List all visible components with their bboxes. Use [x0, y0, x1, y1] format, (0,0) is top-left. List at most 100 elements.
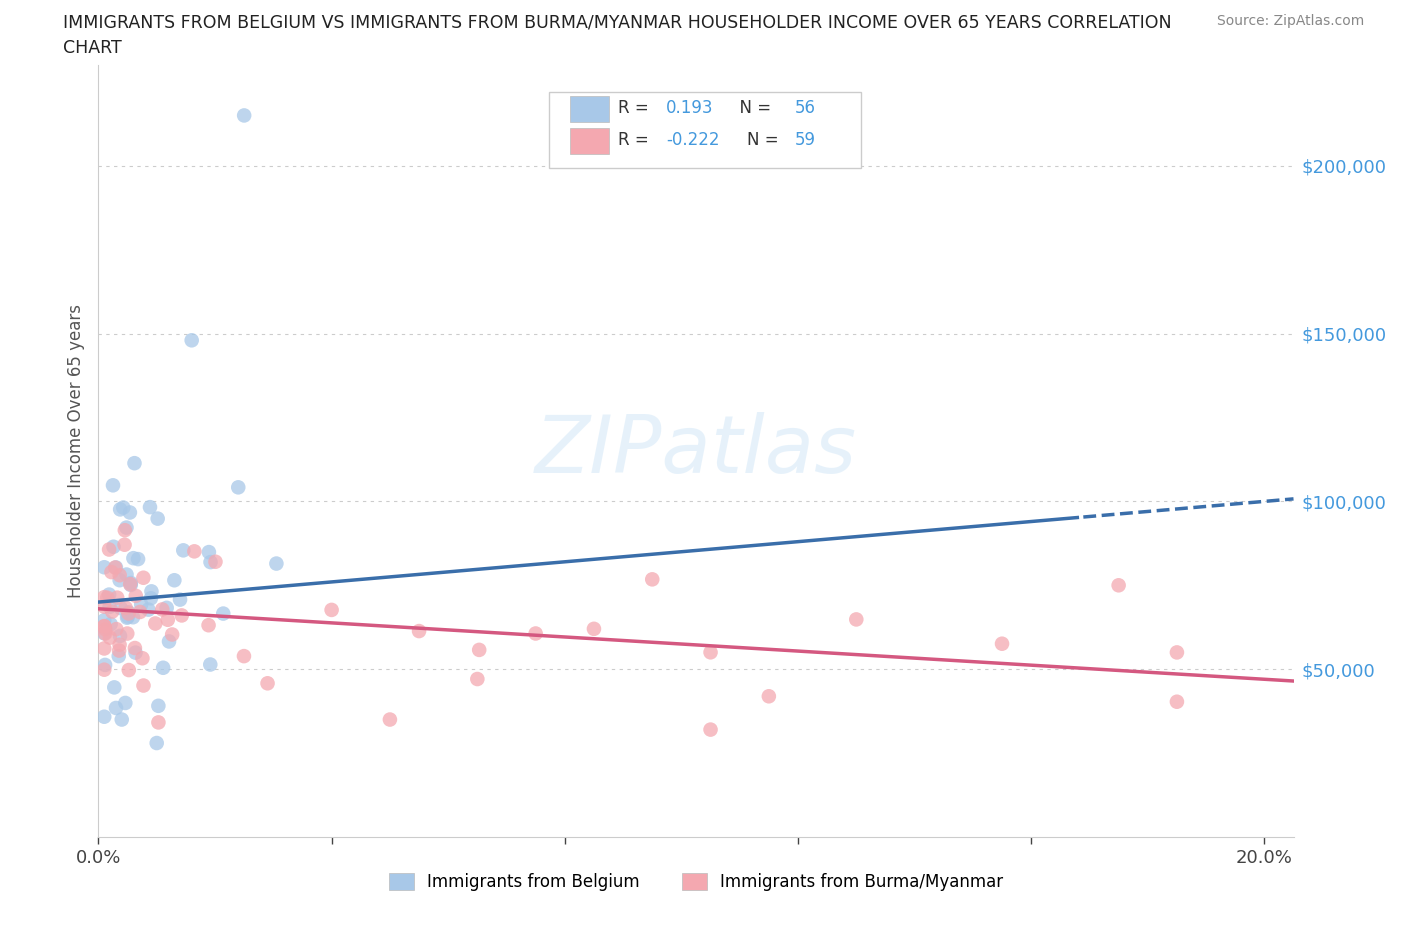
- Point: [104, 560, 127, 575]
- Point: [107, 648, 129, 663]
- Point: [125, 589, 148, 604]
- Text: R =: R =: [619, 131, 654, 149]
- Point: [124, 641, 146, 656]
- Point: [132, 570, 155, 585]
- Point: [122, 610, 145, 625]
- Point: [758, 689, 780, 704]
- FancyBboxPatch shape: [571, 127, 609, 153]
- Text: 0.193: 0.193: [666, 99, 714, 117]
- Point: [845, 612, 868, 627]
- Point: [94, 658, 117, 672]
- Point: [115, 520, 138, 535]
- Point: [139, 499, 162, 514]
- Point: [108, 502, 131, 517]
- Point: [169, 592, 191, 607]
- Point: [98, 542, 121, 557]
- Point: [233, 108, 256, 123]
- Point: [94, 622, 117, 637]
- Point: [117, 606, 139, 621]
- Point: [156, 601, 179, 616]
- Point: [226, 480, 249, 495]
- Text: CHART: CHART: [63, 39, 122, 57]
- Point: [378, 712, 401, 727]
- Point: [468, 643, 491, 658]
- Point: [141, 584, 163, 599]
- Text: N =: N =: [748, 131, 785, 149]
- Point: [101, 604, 124, 619]
- Point: [122, 551, 145, 565]
- Point: [108, 637, 131, 652]
- Point: [524, 626, 547, 641]
- Point: [200, 658, 222, 672]
- Point: [105, 621, 128, 636]
- Point: [256, 676, 278, 691]
- Text: Source: ZipAtlas.com: Source: ZipAtlas.com: [1216, 14, 1364, 28]
- Point: [93, 710, 115, 724]
- Point: [1108, 578, 1130, 592]
- Point: [157, 634, 180, 649]
- Point: [114, 601, 136, 616]
- Point: [212, 606, 235, 621]
- Point: [108, 644, 131, 658]
- Point: [991, 636, 1014, 651]
- Point: [129, 597, 152, 612]
- Point: [117, 626, 139, 641]
- Point: [124, 645, 146, 660]
- Point: [180, 333, 202, 348]
- Point: [170, 608, 193, 623]
- Point: [98, 600, 121, 615]
- Point: [96, 591, 118, 605]
- Text: 56: 56: [796, 99, 815, 117]
- Point: [198, 545, 221, 560]
- Point: [93, 560, 115, 575]
- Point: [266, 556, 288, 571]
- Point: [148, 698, 170, 713]
- Point: [150, 602, 173, 617]
- Point: [114, 696, 136, 711]
- Point: [103, 680, 125, 695]
- Point: [143, 616, 166, 631]
- Text: R =: R =: [619, 99, 654, 117]
- Point: [131, 651, 153, 666]
- Point: [104, 560, 127, 575]
- Point: [115, 610, 138, 625]
- Point: [146, 512, 169, 526]
- Y-axis label: Householder Income Over 65 years: Householder Income Over 65 years: [66, 304, 84, 598]
- Point: [197, 618, 219, 632]
- Point: [93, 618, 115, 633]
- Point: [699, 723, 721, 737]
- Point: [321, 603, 343, 618]
- Point: [93, 662, 115, 677]
- Point: [204, 554, 226, 569]
- Point: [103, 539, 125, 554]
- Point: [145, 736, 167, 751]
- Point: [408, 624, 430, 639]
- Point: [172, 543, 194, 558]
- Point: [160, 627, 183, 642]
- Point: [100, 565, 122, 579]
- Point: [163, 573, 186, 588]
- Text: -0.222: -0.222: [666, 131, 720, 149]
- Point: [129, 604, 152, 619]
- Legend: Immigrants from Belgium, Immigrants from Burma/Myanmar: Immigrants from Belgium, Immigrants from…: [382, 867, 1010, 898]
- Point: [112, 500, 135, 515]
- Point: [108, 568, 131, 583]
- Point: [1166, 695, 1188, 710]
- Point: [699, 644, 721, 659]
- Point: [93, 641, 115, 656]
- FancyBboxPatch shape: [571, 96, 609, 122]
- Point: [114, 523, 136, 538]
- Text: N =: N =: [730, 99, 776, 117]
- Point: [152, 660, 174, 675]
- Point: [98, 631, 121, 645]
- Point: [138, 602, 160, 617]
- Point: [120, 576, 142, 591]
- Point: [105, 591, 128, 605]
- Point: [467, 671, 489, 686]
- Point: [200, 554, 222, 569]
- Point: [98, 587, 121, 602]
- Point: [93, 618, 115, 633]
- Point: [111, 712, 134, 727]
- Point: [582, 621, 605, 636]
- Text: ZIPatlas: ZIPatlas: [534, 412, 858, 490]
